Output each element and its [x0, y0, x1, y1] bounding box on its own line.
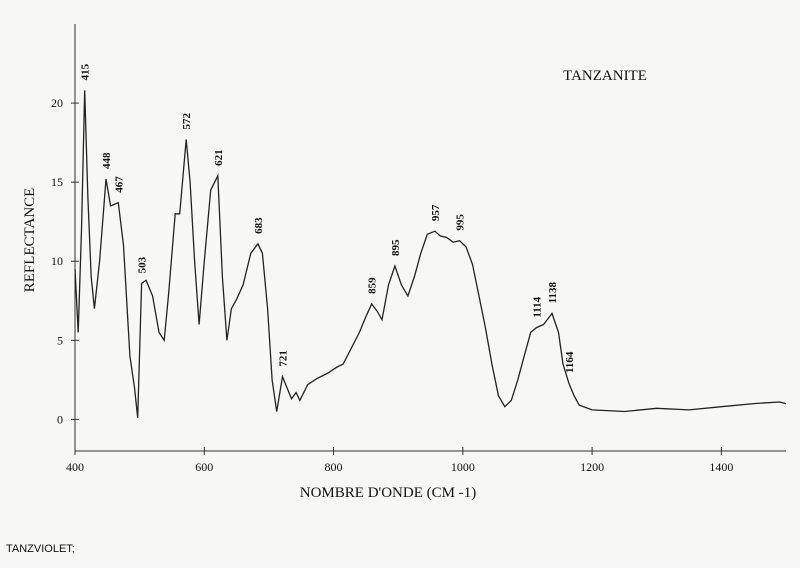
spectrum-line [74, 90, 787, 418]
x-tick-label: 600 [195, 460, 213, 474]
peak-label: 415 [80, 63, 92, 80]
x-tick-label: 1000 [451, 460, 475, 474]
peak-label: 895 [390, 239, 402, 256]
peak-label: 683 [253, 217, 265, 234]
y-tick-label: 20 [51, 96, 63, 110]
peak-label: 503 [137, 256, 149, 273]
peak-label: 467 [113, 176, 125, 193]
peak-label: 859 [367, 277, 379, 294]
x-axis-label: NOMBRE D'ONDE (CM -1) [300, 485, 476, 501]
y-tick-label: 5 [57, 333, 63, 347]
x-tick-label: 1400 [709, 460, 733, 474]
peak-label: 1138 [547, 282, 559, 304]
peak-label: 1164 [564, 351, 576, 373]
peak-label: 448 [101, 152, 113, 169]
peak-label: 721 [277, 350, 289, 367]
peak-label: 1114 [532, 296, 544, 317]
peak-label: 995 [455, 214, 467, 231]
y-tick-label: 0 [57, 412, 63, 426]
x-tick-label: 400 [66, 460, 84, 474]
footer: TANZVIOLET; [6, 543, 75, 555]
x-tick-label: 1200 [580, 460, 604, 474]
y-tick-label: 15 [51, 175, 63, 189]
y-tick-label: 10 [51, 254, 63, 268]
peak-label: 621 [213, 149, 225, 166]
peak-label: 572 [181, 112, 193, 129]
peak-label: 957 [430, 204, 442, 221]
chart-title: TANZANITE [563, 68, 647, 84]
x-tick-label: 800 [325, 460, 343, 474]
y-axis-label: REFLECTANCE [22, 188, 38, 293]
